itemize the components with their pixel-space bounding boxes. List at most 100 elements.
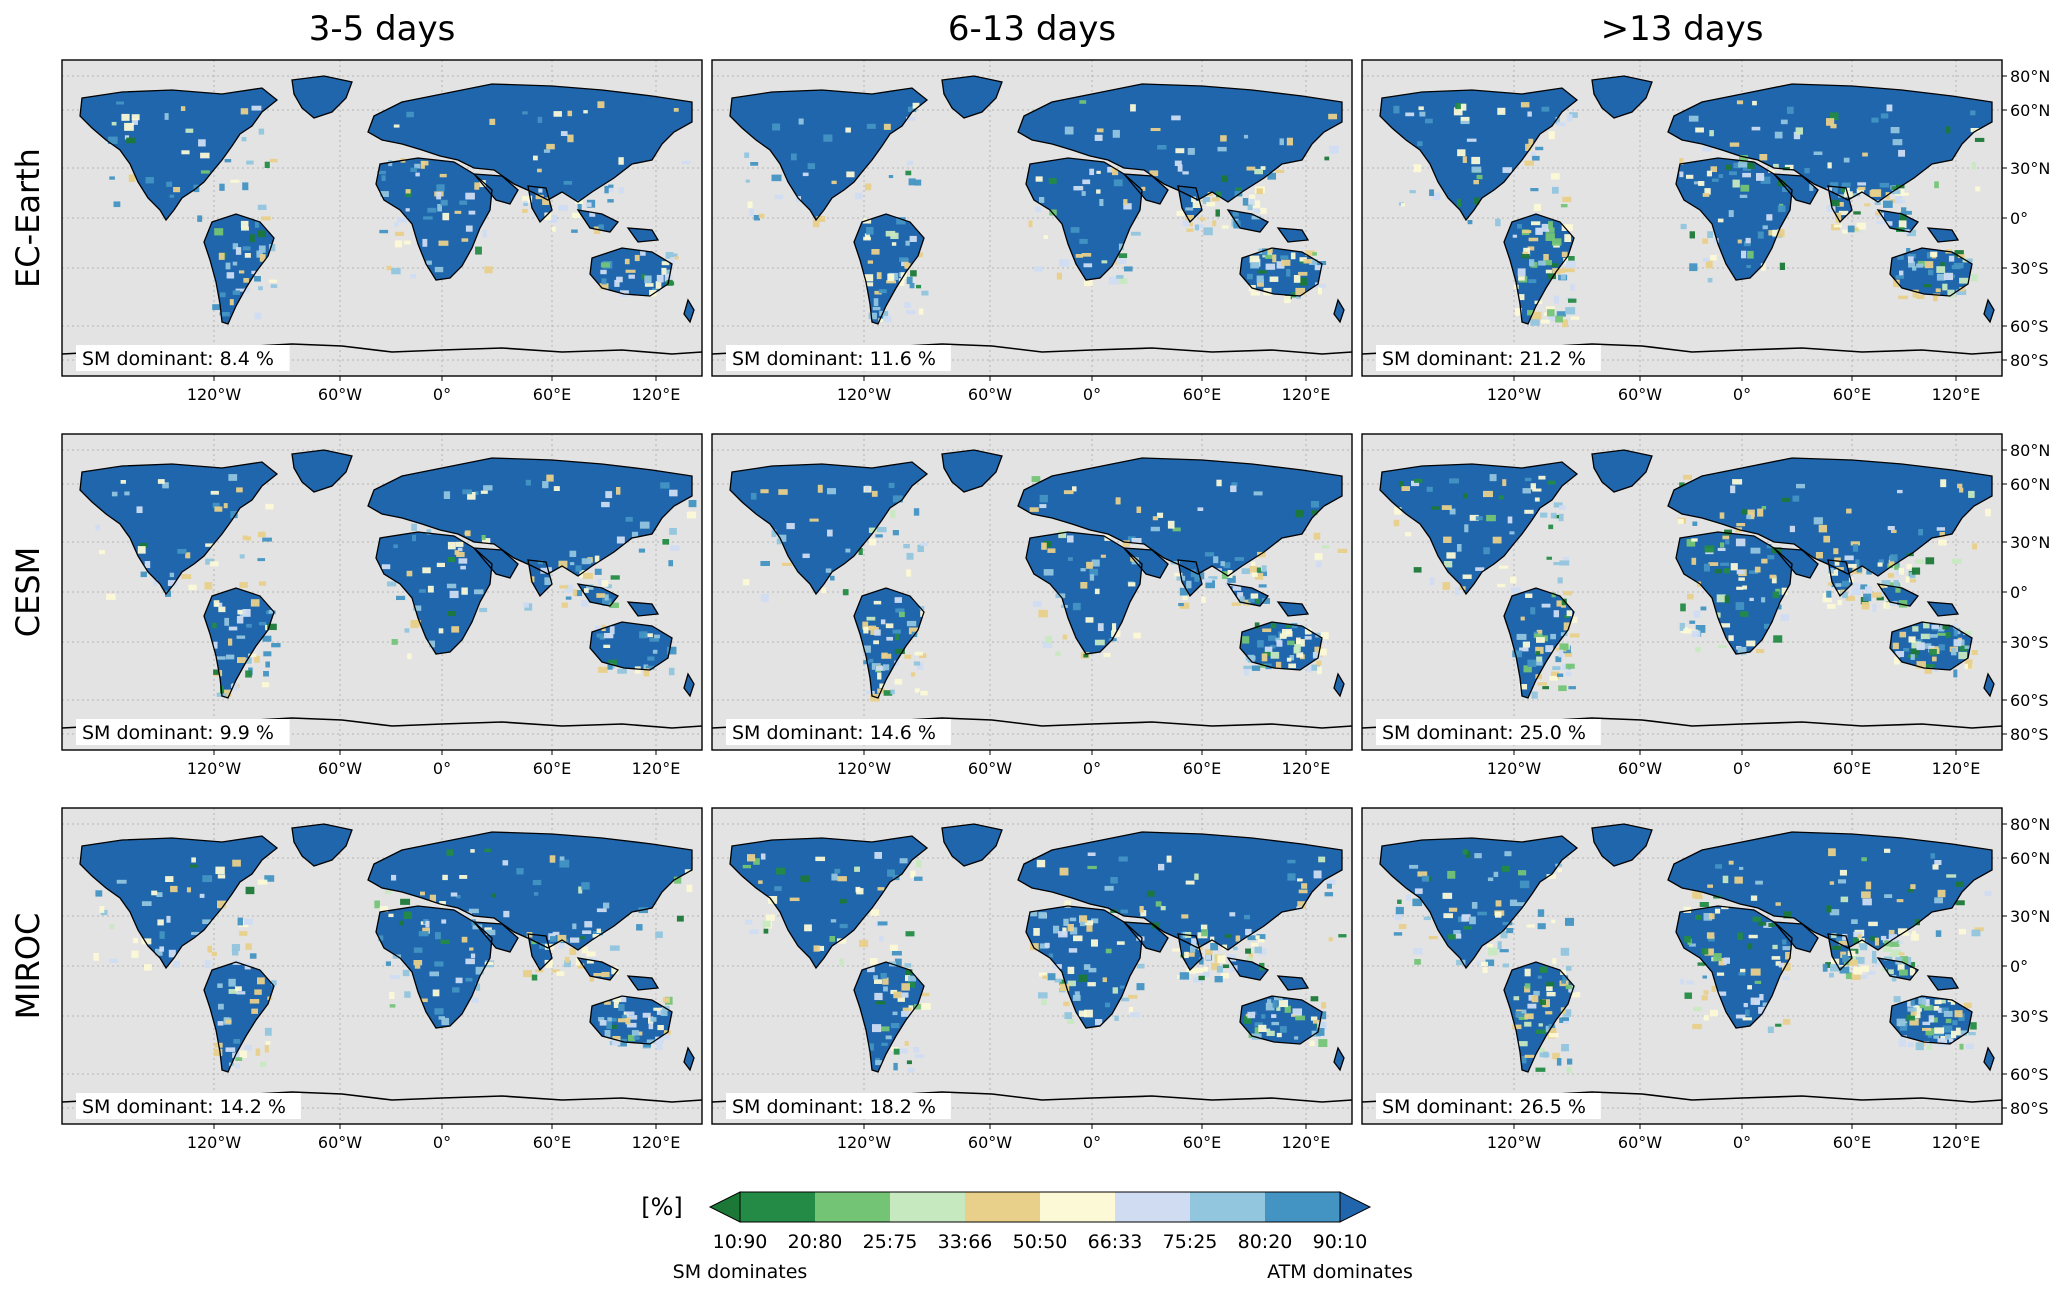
lon-tick-label: 0°	[433, 385, 451, 404]
lat-tick-label: 60°N	[2010, 475, 2050, 494]
panel-frame	[711, 433, 1353, 751]
lat-tick-label: 60°S	[2010, 1065, 2049, 1084]
svg-text:SM dominant: 14.6 %: SM dominant: 14.6 %	[732, 722, 936, 744]
svg-text:SM dominant: 14.2 %: SM dominant: 14.2 %	[82, 1096, 286, 1118]
colorbar-segment	[1115, 1192, 1190, 1222]
lon-tick-label: 60°E	[1833, 759, 1871, 778]
map-panel: SM dominant: 14.6 % 120°W 60°W 0° 60°E 120°E	[711, 433, 1353, 778]
lat-tick-label: 0°	[2010, 209, 2028, 228]
panel-frame	[711, 59, 1353, 377]
sm-dominant-label: SM dominant: 14.2 %	[76, 1093, 301, 1119]
lon-tick-label: 0°	[433, 1133, 451, 1152]
colorbar-tick-label: 10:90	[713, 1231, 768, 1253]
lat-tick-label: 30°S	[2010, 1007, 2049, 1026]
panel-frame	[61, 807, 703, 1125]
lon-tick-label: 120°W	[1487, 385, 1542, 404]
lat-tick-label: 30°N	[2010, 159, 2050, 178]
lat-tick-label: 0°	[2010, 957, 2028, 976]
lat-tick-label: 30°S	[2010, 633, 2049, 652]
lon-tick-label: 120°W	[837, 759, 892, 778]
sm-dominant-label: SM dominant: 18.2 %	[726, 1093, 951, 1119]
sm-dominant-label: SM dominant: 21.2 %	[1376, 345, 1601, 371]
row-title: CESM	[9, 547, 47, 637]
lon-tick-label: 60°E	[1183, 385, 1221, 404]
colorbar-tick-label: 75:25	[1163, 1231, 1218, 1253]
land-field	[1380, 76, 1994, 328]
colorbar-tick-label: 80:20	[1238, 1231, 1293, 1253]
colorbar-right-label: ATM dominates	[1267, 1261, 1413, 1283]
lat-tick-label: 80°N	[2010, 441, 2050, 460]
lon-tick-label: 0°	[1083, 759, 1101, 778]
svg-text:SM dominant: 8.4 %: SM dominant: 8.4 %	[82, 348, 274, 370]
lon-tick-label: 120°W	[187, 1133, 242, 1152]
lon-tick-label: 60°W	[968, 759, 1012, 778]
sm-dominant-label: SM dominant: 11.6 %	[726, 345, 951, 371]
lon-tick-label: 120°E	[1282, 1133, 1331, 1152]
lon-tick-label: 120°W	[1487, 1133, 1542, 1152]
map-panel: SM dominant: 21.2 % 120°W 60°W 0° 60°E 120°E 8…	[1361, 59, 2050, 404]
colorbar-extend-max	[1339, 1191, 1372, 1223]
sm-dominant-label: SM dominant: 8.4 %	[76, 345, 290, 371]
lon-tick-label: 120°E	[632, 759, 681, 778]
map-panel: SM dominant: 18.2 % 120°W 60°W 0° 60°E 120°E	[711, 807, 1353, 1152]
lon-tick-label: 120°E	[1932, 385, 1981, 404]
colorbar-segment	[1040, 1192, 1115, 1222]
land-field	[80, 76, 694, 324]
land-field	[730, 76, 1344, 324]
map-panel: SM dominant: 8.4 % 120°W 60°W 0° 60°E 120°E	[61, 59, 703, 404]
lon-tick-label: 60°W	[318, 385, 362, 404]
colorbar-tick-label: 50:50	[1013, 1231, 1068, 1253]
lon-tick-label: 60°E	[1183, 759, 1221, 778]
lon-tick-label: 120°E	[1282, 385, 1331, 404]
lon-tick-label: 60°E	[533, 1133, 571, 1152]
svg-text:SM dominant: 26.5 %: SM dominant: 26.5 %	[1382, 1096, 1586, 1118]
colorbar-segment	[890, 1192, 965, 1222]
lon-tick-label: 120°E	[1932, 1133, 1981, 1152]
lon-tick-label: 60°W	[1618, 759, 1662, 778]
lat-tick-label: 80°N	[2010, 815, 2050, 834]
colorbar-segment	[965, 1192, 1040, 1222]
sm-dominant-label: SM dominant: 25.0 %	[1376, 719, 1601, 745]
lon-tick-label: 60°E	[533, 759, 571, 778]
lon-tick-label: 0°	[433, 759, 451, 778]
colorbar-tick-label: 20:80	[788, 1231, 843, 1253]
lon-tick-label: 60°W	[318, 759, 362, 778]
svg-text:SM dominant: 18.2 %: SM dominant: 18.2 %	[732, 1096, 936, 1118]
svg-text:SM dominant: 21.2 %: SM dominant: 21.2 %	[1382, 348, 1586, 370]
svg-text:SM dominant: 9.9 %: SM dominant: 9.9 %	[82, 722, 274, 744]
panel-frame	[711, 807, 1353, 1125]
sm-dominant-label: SM dominant: 9.9 %	[76, 719, 290, 745]
column-title: 6-13 days	[948, 9, 1116, 49]
lat-tick-label: 80°S	[2010, 725, 2049, 744]
row-title: EC-Earth	[9, 148, 47, 288]
colorbar-tick-label: 25:75	[863, 1231, 918, 1253]
sm-dominant-label: SM dominant: 14.6 %	[726, 719, 951, 745]
colorbar: 10:90 20:80 25:75 33:66 50:50 66:33 75:25 80:20…	[641, 1191, 1413, 1283]
lat-tick-label: 30°N	[2010, 533, 2050, 552]
panel-frame	[61, 433, 703, 751]
lat-tick-label: 60°S	[2010, 691, 2049, 710]
map-panel: SM dominant: 25.0 % 120°W 60°W 0° 60°E 120°E 8…	[1361, 433, 2050, 778]
lon-tick-label: 60°W	[968, 385, 1012, 404]
lon-tick-label: 0°	[1733, 1133, 1751, 1152]
lat-tick-label: 60°N	[2010, 849, 2050, 868]
lat-tick-label: 30°S	[2010, 259, 2049, 278]
lon-tick-label: 60°W	[968, 1133, 1012, 1152]
colorbar-left-label: SM dominates	[673, 1261, 808, 1283]
lon-tick-label: 60°W	[318, 1133, 362, 1152]
colorbar-unit: [%]	[641, 1193, 683, 1221]
lon-tick-label: 120°E	[1282, 759, 1331, 778]
map-panel: SM dominant: 11.6 % 120°W 60°W 0° 60°E 120°E	[711, 59, 1353, 404]
colorbar-segment	[740, 1192, 815, 1222]
lon-tick-label: 120°W	[837, 385, 892, 404]
svg-text:SM dominant: 25.0 %: SM dominant: 25.0 %	[1382, 722, 1586, 744]
lat-tick-label: 80°S	[2010, 1099, 2049, 1118]
map-panel: SM dominant: 9.9 % 120°W 60°W 0° 60°E 120°E	[61, 433, 703, 778]
lon-tick-label: 120°W	[1487, 759, 1542, 778]
lon-tick-label: 60°W	[1618, 385, 1662, 404]
lon-tick-label: 60°E	[1833, 385, 1871, 404]
lon-tick-label: 120°W	[187, 759, 242, 778]
lon-tick-label: 120°W	[187, 385, 242, 404]
colorbar-segment	[1190, 1192, 1265, 1222]
